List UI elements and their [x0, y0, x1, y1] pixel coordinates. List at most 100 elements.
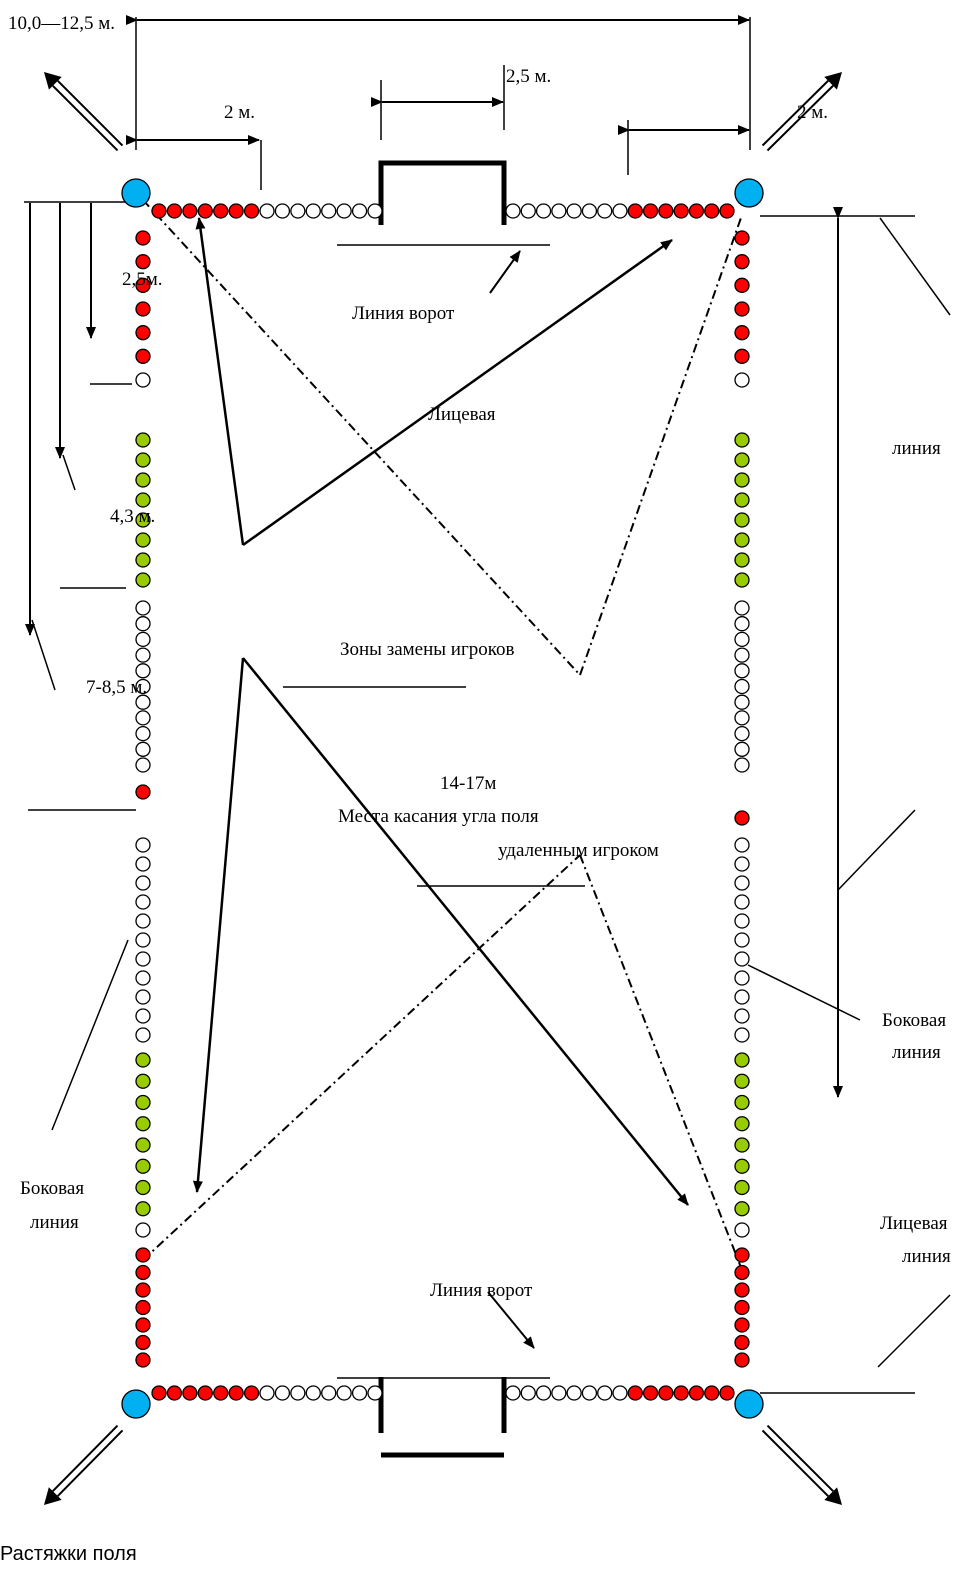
- goal-width-dimension: [371, 65, 505, 140]
- touch-places-line2-label: удаленным игроком: [498, 840, 659, 861]
- side-line-marker: [135, 1352, 151, 1368]
- end-line-marker: [182, 1385, 198, 1401]
- side-line-marker: [734, 1179, 750, 1196]
- end-line-marker: [719, 1385, 735, 1401]
- end-line-marker: [505, 203, 521, 219]
- side-line-marker: [734, 663, 750, 679]
- corner-offset-left-dimension: [126, 135, 262, 190]
- bottom-goal: [378, 1377, 507, 1433]
- side-line-marker: [734, 230, 750, 246]
- end-line-marker: [642, 203, 659, 219]
- leader-lines: [51, 250, 951, 1368]
- side-line-marker: [734, 432, 750, 448]
- stretch-arrow-shaft: [766, 85, 834, 152]
- side-line-marker: [135, 1116, 151, 1132]
- side-line-marker: [734, 932, 750, 948]
- end-line-marker: [197, 203, 213, 219]
- side-line-marker: [135, 757, 151, 773]
- end-line-marker: [581, 203, 598, 219]
- side-line-marker: [135, 348, 151, 364]
- movement-arrows: [192, 217, 689, 1206]
- length-dimension: [760, 207, 951, 1394]
- end-line-marker: [197, 1385, 213, 1401]
- corner-post: [734, 1389, 764, 1419]
- side-line-marker: [734, 694, 750, 710]
- side-line-marker: [135, 663, 151, 679]
- side-line-marker: [734, 1008, 750, 1024]
- width-dimension: [126, 15, 751, 150]
- end-line-marker: [166, 1385, 183, 1401]
- side-line-marker: [734, 631, 750, 648]
- side-line-marker: [734, 757, 750, 773]
- side-line-marker: [734, 1352, 750, 1368]
- end-line-marker: [627, 1385, 643, 1401]
- side-line-marker: [734, 810, 750, 826]
- side-line-marker: [135, 532, 151, 548]
- end-line-marker: [151, 203, 167, 219]
- end-line-marker: [597, 1385, 613, 1401]
- side-line-marker: [734, 372, 750, 388]
- end-line-marker: [566, 1385, 582, 1401]
- side-line-marker: [734, 1158, 750, 1174]
- end-line-marker: [612, 203, 628, 219]
- side-line-marker: [734, 1094, 750, 1111]
- side-line-marker: [734, 1299, 750, 1316]
- end-line-marker: [520, 1385, 536, 1401]
- side-line-marker: [135, 277, 151, 293]
- side-line-marker: [734, 894, 750, 910]
- end-line-marker: [551, 203, 567, 219]
- end-line-marker: [290, 1385, 306, 1401]
- stretch-arrow-head: [824, 1487, 842, 1505]
- side-line-marker: [734, 1334, 750, 1351]
- side-line-marker: [734, 989, 750, 1005]
- side-line-marker: [734, 970, 750, 986]
- side-line-marker: [135, 932, 151, 948]
- side-line-right-line1-label: Боковая: [882, 1010, 946, 1031]
- top-goal: [378, 160, 507, 225]
- side-line-marker: [734, 913, 750, 929]
- side-line-left-line2-label: линия: [30, 1212, 79, 1233]
- end-line-marker: [581, 1385, 598, 1401]
- end-line-marker: [688, 1385, 705, 1401]
- goal-width-label: 2,5 м.: [506, 66, 551, 87]
- side-line-marker: [135, 1052, 151, 1068]
- side-line-marker: [734, 856, 750, 872]
- side-line-marker: [135, 325, 151, 341]
- side-line-marker: [135, 1158, 151, 1174]
- side-line-marker: [135, 875, 151, 891]
- end-line-marker: [213, 1385, 229, 1401]
- end-line-marker: [612, 1385, 628, 1401]
- end-line-marker: [290, 203, 306, 219]
- side-line-marker: [135, 725, 151, 742]
- side-line-marker: [135, 1201, 151, 1217]
- side-line-marker: [135, 492, 151, 508]
- end-line-marker: [305, 203, 321, 219]
- side-line-marker: [734, 647, 750, 663]
- side-mark-dimensions: [24, 201, 136, 811]
- side-line-marker: [734, 1073, 750, 1089]
- end-line-marker: [367, 1385, 383, 1401]
- side-line-marker: [135, 572, 151, 588]
- stretch-arrow-shaft: [52, 1424, 119, 1492]
- side-line-marker: [135, 710, 151, 726]
- end-line-marker: [642, 1385, 659, 1401]
- side-line-marker: [135, 230, 151, 246]
- side-line-marker: [135, 301, 151, 317]
- side-line-marker: [135, 1137, 151, 1153]
- side-line-marker: [135, 694, 151, 710]
- end-line-marker: [228, 1385, 244, 1401]
- length-total-label: 14-17м: [440, 773, 496, 794]
- side-mark-3-label: 7-8,5 м.: [86, 677, 147, 698]
- side-line-marker: [734, 301, 750, 317]
- end-line-marker: [182, 203, 198, 219]
- end-line-marker: [259, 203, 275, 219]
- stretch-arrow-shaft: [57, 80, 124, 147]
- side-line-marker: [734, 348, 750, 364]
- stretch-arrow-shaft: [57, 1429, 124, 1497]
- end-line-marker: [551, 1385, 567, 1401]
- side-line-marker: [734, 532, 750, 548]
- dash-dot-lines: [142, 199, 743, 1271]
- end-line-marker: [274, 1385, 291, 1401]
- end-line-marker: [274, 203, 291, 219]
